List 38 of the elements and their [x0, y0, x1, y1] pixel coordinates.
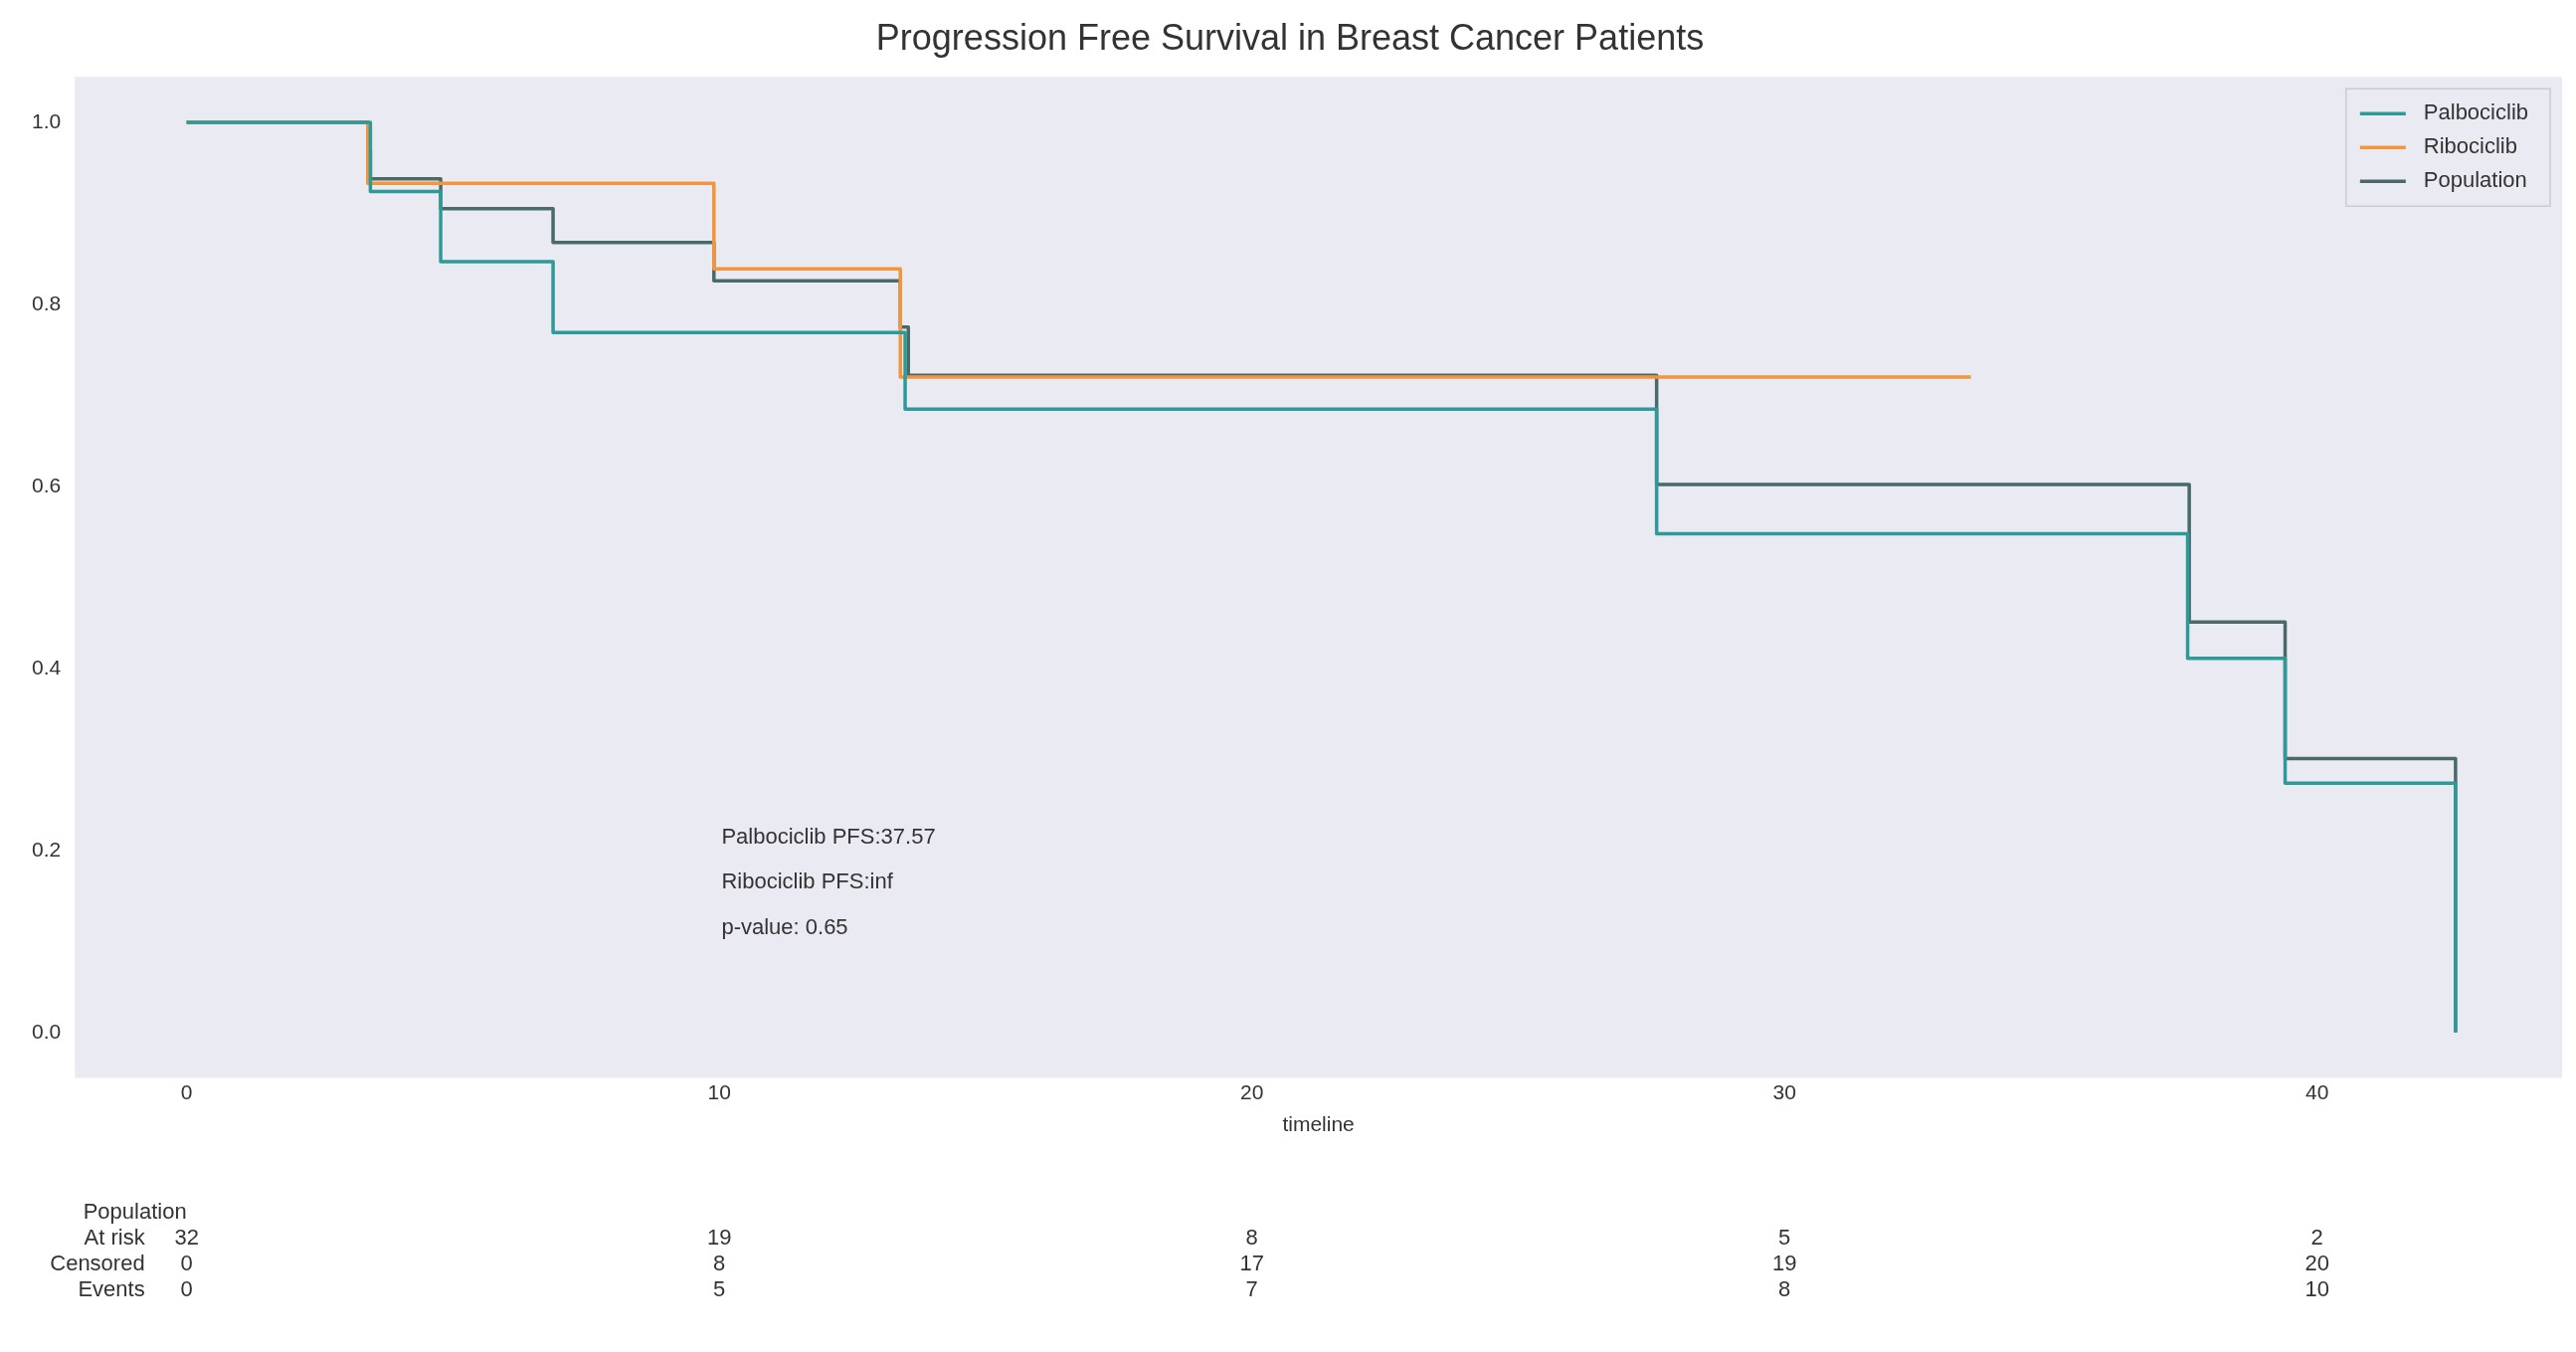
legend-label: Ribociclib [2423, 133, 2517, 159]
y-tick-label: 0.4 [31, 655, 62, 678]
text: 19 [706, 1224, 732, 1250]
legend-label: Population [2423, 167, 2527, 193]
text: Censored [50, 1250, 145, 1275]
x-tick-label: 20 [1239, 1080, 1264, 1103]
text: 7 [1245, 1275, 1258, 1301]
text: 5 [1778, 1224, 1791, 1250]
text: 8 [1245, 1224, 1258, 1250]
annotation: Palbociclib PFS:37.57 [721, 824, 936, 850]
annotation: Ribociclib PFS:inf [721, 869, 894, 894]
x-tick-label: 10 [707, 1080, 731, 1103]
text: 10 [2304, 1275, 2329, 1301]
text: At risk [84, 1224, 146, 1250]
x-tick-label: 0 [180, 1080, 193, 1103]
chart-title: Progression Free Survival in Breast Cancer Patients [875, 16, 1705, 58]
y-tick-label: 0.2 [31, 837, 62, 861]
text: Events [78, 1275, 145, 1301]
legend-label: Palbociclib [2423, 99, 2529, 125]
text: 8 [713, 1250, 726, 1275]
text: 2 [2310, 1224, 2323, 1250]
text: 32 [174, 1224, 199, 1250]
annotation: p-value: 0.65 [721, 913, 848, 939]
y-tick-label: 1.0 [31, 108, 62, 132]
text: 8 [1778, 1275, 1791, 1301]
y-tick-label: 0.0 [31, 1019, 62, 1043]
text: Population [83, 1198, 187, 1224]
text: 19 [1771, 1250, 1797, 1275]
x-tick-label: 30 [1772, 1080, 1796, 1103]
text: 0 [180, 1275, 193, 1301]
text: 5 [713, 1275, 726, 1301]
text: 17 [1239, 1250, 1264, 1275]
text: 20 [2304, 1250, 2329, 1275]
text: 0 [180, 1250, 193, 1275]
x-axis-title: timeline [1282, 1112, 1355, 1136]
y-tick-label: 0.8 [31, 290, 62, 314]
x-tick-label: 40 [2304, 1080, 2329, 1103]
y-tick-label: 0.6 [31, 473, 62, 496]
